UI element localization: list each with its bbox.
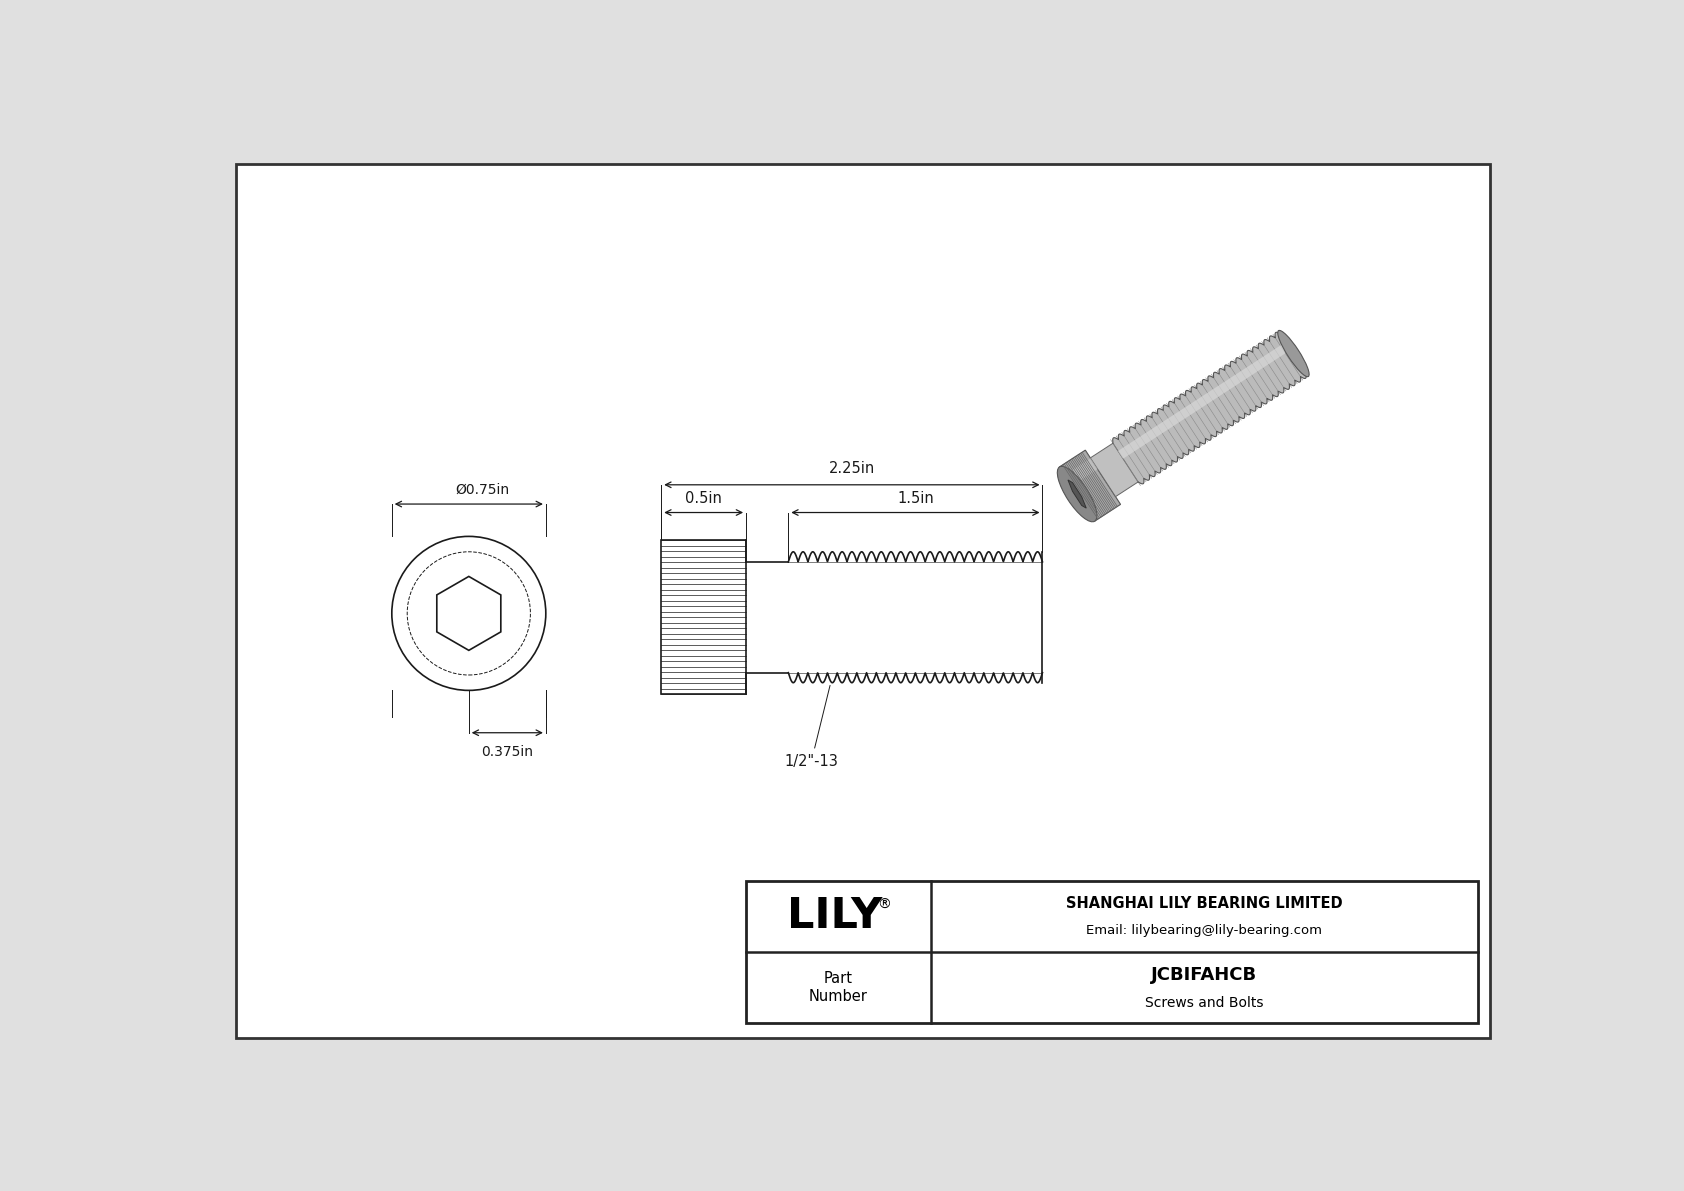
Text: 1/2"-13: 1/2"-13 — [785, 685, 839, 768]
Text: ®: ® — [877, 898, 891, 911]
Text: 0.375in: 0.375in — [482, 746, 534, 759]
Text: Part
Number: Part Number — [808, 971, 867, 1004]
Bar — [746, 880, 1477, 1023]
Text: Ø0.75in: Ø0.75in — [456, 482, 510, 497]
Bar — [662, 541, 746, 694]
Polygon shape — [1068, 480, 1086, 509]
Polygon shape — [1059, 450, 1120, 522]
Ellipse shape — [1058, 467, 1096, 522]
Polygon shape — [1118, 342, 1292, 459]
Text: 1.5in: 1.5in — [898, 491, 935, 506]
Polygon shape — [1113, 332, 1307, 484]
Text: JCBIFAHCB: JCBIFAHCB — [1152, 966, 1258, 984]
Ellipse shape — [1278, 330, 1308, 376]
Polygon shape — [1064, 459, 1098, 486]
Text: 0.5in: 0.5in — [685, 491, 722, 506]
Text: Email: lilybearing@lily-bearing.com: Email: lilybearing@lily-bearing.com — [1086, 924, 1322, 937]
Text: SHANGHAI LILY BEARING LIMITED: SHANGHAI LILY BEARING LIMITED — [1066, 896, 1342, 911]
Polygon shape — [1090, 443, 1138, 497]
Text: LILY: LILY — [786, 896, 882, 937]
Text: Screws and Bolts: Screws and Bolts — [1145, 996, 1263, 1010]
Text: 2.25in: 2.25in — [829, 461, 876, 476]
